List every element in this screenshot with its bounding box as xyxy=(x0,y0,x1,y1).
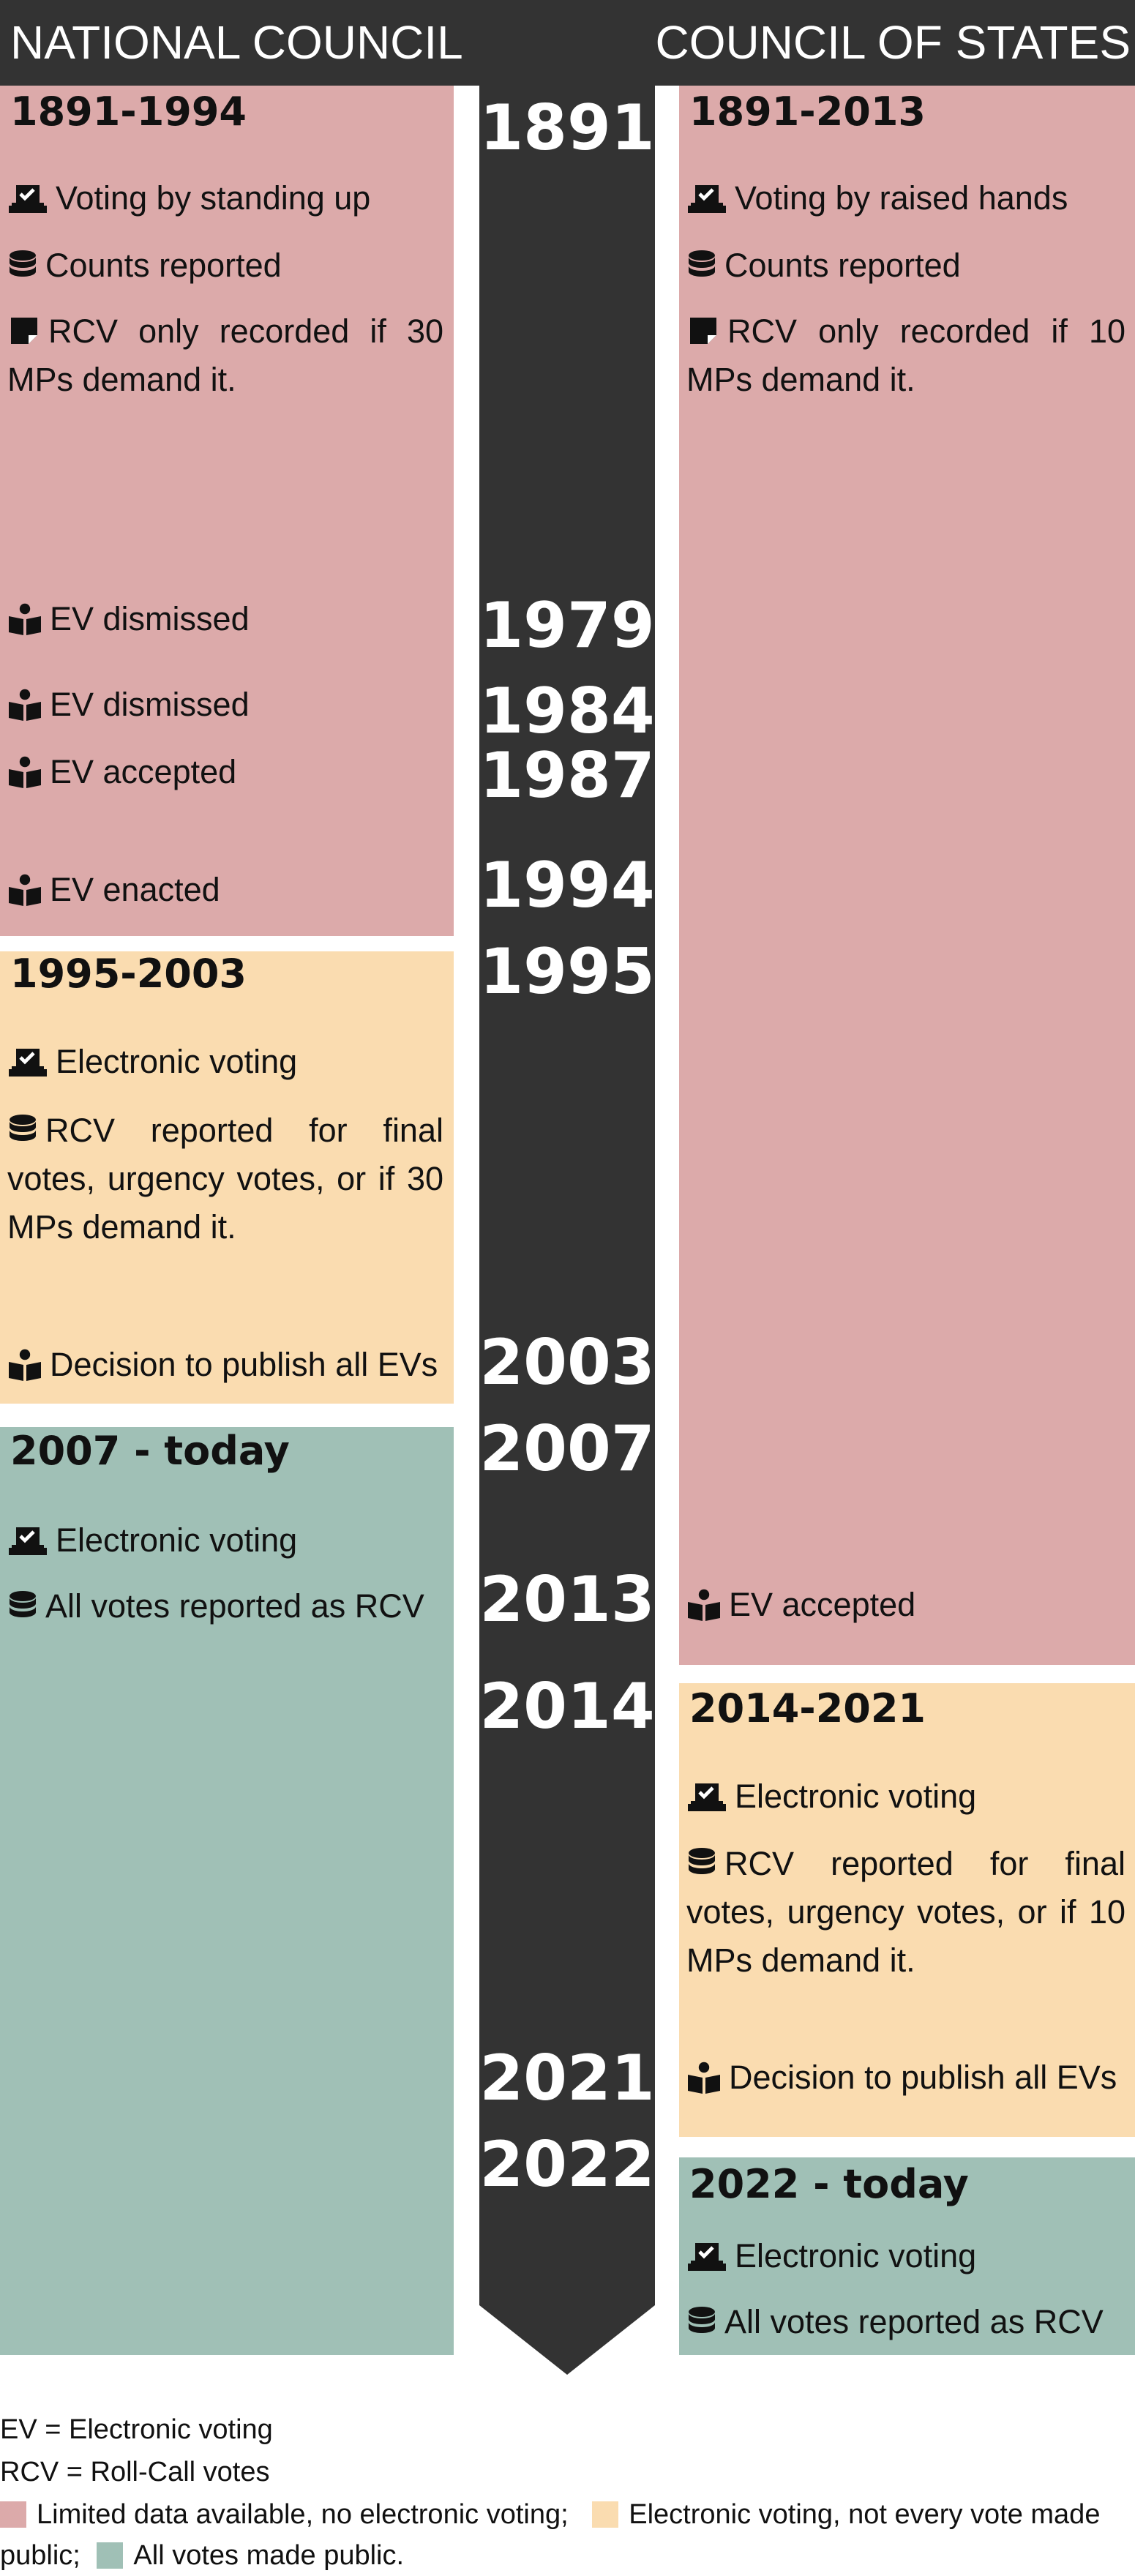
nc-panel-1891-1994 xyxy=(0,86,454,936)
year-label: 1984 xyxy=(479,675,655,748)
cs-voting-method: Electronic voting xyxy=(686,1772,976,1821)
cs-panel-1891-2013 xyxy=(679,86,1135,1665)
book-reader-icon xyxy=(7,756,42,788)
book-reader-icon xyxy=(7,689,42,721)
teal-swatch xyxy=(97,2542,124,2569)
legend-partial: Electronic voting, not every vote made xyxy=(629,2499,1101,2530)
database-icon xyxy=(686,2306,717,2338)
year-label: 1987 xyxy=(479,739,655,812)
year-label: 1891 xyxy=(479,91,655,165)
cs-ev-2013: EV accepted xyxy=(686,1581,915,1629)
vote-box-icon xyxy=(7,182,48,214)
legend-limited: Limited data available, no electronic vo… xyxy=(37,2499,569,2530)
pink-swatch xyxy=(0,2501,26,2528)
book-reader-icon xyxy=(7,603,42,635)
cs-period-title: 2022 - today xyxy=(689,2161,969,2207)
year-label: 2007 xyxy=(479,1412,655,1486)
peach-swatch xyxy=(592,2501,619,2528)
cs-period-title: 2014-2021 xyxy=(689,1685,926,1731)
nc-panel-2007-today xyxy=(0,1427,454,2355)
database-icon xyxy=(686,1847,717,1879)
database-icon xyxy=(7,250,38,282)
legend-colors-line2: public; All votes made public. xyxy=(0,2535,404,2576)
national-council-title: NATIONAL COUNCIL xyxy=(10,16,463,69)
cs-all-votes: All votes reported as RCV xyxy=(686,2298,1104,2346)
year-label: 2022 xyxy=(479,2128,655,2201)
year-label: 1979 xyxy=(479,589,655,662)
vote-box-icon xyxy=(686,1781,727,1813)
legend-ev: EV = Electronic voting xyxy=(0,2414,273,2445)
note-icon xyxy=(7,315,41,347)
year-label: 1995 xyxy=(479,935,655,1008)
vote-box-icon xyxy=(7,1046,48,1078)
book-reader-icon xyxy=(686,2062,722,2094)
year-label: 2014 xyxy=(479,1670,655,1743)
nc-counts: Counts reported xyxy=(7,242,282,290)
legend-partial-cont: public; xyxy=(0,2540,80,2571)
vote-box-icon xyxy=(686,182,727,214)
nc-ev-1984: EV dismissed xyxy=(7,681,250,729)
book-reader-icon xyxy=(686,1589,722,1621)
cs-voting-method: Voting by raised hands xyxy=(686,174,1068,222)
legend-rcv: RCV = Roll-Call votes xyxy=(0,2457,270,2487)
council-of-states-title: COUNCIL OF STATES xyxy=(655,16,1131,69)
nc-rcv-rule: RCV only recorded if 30 MPs demand it. xyxy=(7,312,443,398)
nc-ev-1994: EV enacted xyxy=(7,866,220,914)
cs-rcv-rule: RCV only recorded if 10 MPs demand it. xyxy=(686,312,1125,398)
cs-rcv-rule: RCV reported for final votes, urgency vo… xyxy=(686,1845,1125,1979)
cs-period-title: 1891-2013 xyxy=(689,89,926,135)
cs-publish-decision: Decision to publish all EVs xyxy=(686,2053,1117,2102)
nc-voting-method: Electronic voting xyxy=(7,1516,297,1565)
legend-all-public: All votes made public. xyxy=(133,2540,405,2571)
nc-all-votes: All votes reported as RCV xyxy=(7,1582,424,1630)
note-icon xyxy=(686,315,720,347)
nc-period-title: 2007 - today xyxy=(10,1428,290,1474)
nc-ev-1979: EV dismissed xyxy=(7,595,250,643)
year-label: 2021 xyxy=(479,2042,655,2115)
nc-voting-method: Voting by standing up xyxy=(7,174,370,222)
cs-panel-2014-2021 xyxy=(679,1683,1135,2137)
nc-publish-decision: Decision to publish all EVs xyxy=(7,1341,438,1389)
year-label: 2013 xyxy=(479,1563,655,1636)
year-label: 1994 xyxy=(479,849,655,922)
vote-box-icon xyxy=(686,2240,727,2272)
book-reader-icon xyxy=(7,1349,42,1381)
cs-panel-2022-today xyxy=(679,2157,1135,2355)
nc-voting-method: Electronic voting xyxy=(7,1038,297,1086)
nc-period-title: 1891-1994 xyxy=(10,89,247,135)
book-reader-icon xyxy=(7,874,42,906)
database-icon xyxy=(7,1590,38,1622)
database-icon xyxy=(686,250,717,282)
year-label: 2003 xyxy=(479,1326,655,1399)
timeline-spine xyxy=(479,0,655,2375)
database-icon xyxy=(7,1114,38,1146)
vote-box-icon xyxy=(7,1524,48,1557)
nc-ev-1987: EV accepted xyxy=(7,748,236,796)
cs-counts: Counts reported xyxy=(686,242,961,290)
nc-panel-1995-2003 xyxy=(0,951,454,1404)
nc-period-title: 1995-2003 xyxy=(10,951,247,997)
nc-rcv-rule: RCV reported for final votes, urgency vo… xyxy=(7,1112,443,1246)
legend-colors-line1: Limited data available, no electronic vo… xyxy=(0,2494,1100,2535)
cs-voting-method: Electronic voting xyxy=(686,2232,976,2280)
